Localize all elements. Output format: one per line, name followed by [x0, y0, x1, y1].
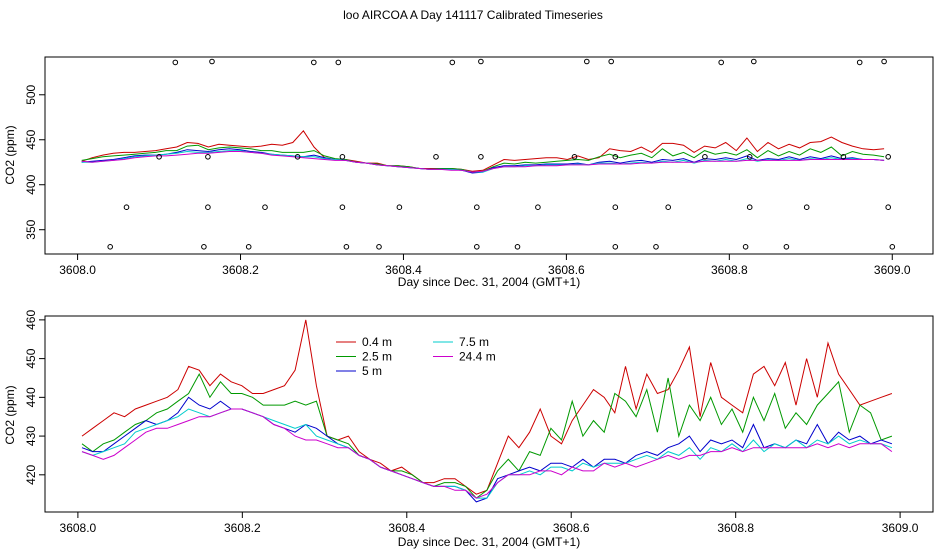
- bottom-x-tick-label: 3608.8: [717, 521, 754, 535]
- top-marker-point: [123, 204, 130, 210]
- bottom-panel: 3608.0 3608.2 3608.4 3608.6 3608.8 3609.0 420…: [3, 310, 934, 549]
- bottom-x-axis-label: Day since Dec. 31, 2004 (GMT+1): [398, 535, 580, 549]
- top-marker-point: [612, 204, 619, 210]
- legend-label: 7.5 m: [459, 335, 489, 349]
- chart-title: loo AIRCOA A Day 141117 Calibrated Times…: [343, 8, 603, 22]
- top-x-tick-label: 3608.0: [59, 263, 96, 277]
- top-marker-point: [885, 204, 892, 210]
- top-marker-point: [612, 244, 619, 250]
- bottom-series-line-1: [81, 372, 893, 499]
- top-marker-point: [881, 58, 887, 65]
- top-marker-point: [474, 244, 480, 250]
- top-marker-point: [107, 244, 113, 250]
- top-marker-point: [746, 204, 753, 210]
- bottom-x-tick-label: 3608.4: [388, 521, 425, 535]
- top-marker-point: [335, 59, 342, 66]
- top-marker-point: [339, 204, 346, 210]
- bottom-y-tick-label: 460: [24, 310, 38, 330]
- bottom-x-tick-label: 3609.0: [882, 521, 919, 535]
- top-marker-point: [718, 59, 725, 66]
- bottom-series-group: [81, 319, 893, 503]
- top-marker-point: [514, 244, 521, 250]
- top-marker-point: [702, 154, 708, 160]
- top-marker-point: [478, 154, 484, 160]
- legend-label: 24.4 m: [459, 350, 496, 364]
- bottom-plot-frame: [44, 315, 934, 513]
- top-marker-point: [201, 244, 207, 250]
- top-marker-point: [803, 204, 810, 210]
- top-marker-point: [311, 59, 317, 66]
- bottom-x-axis: 3608.0 3608.2 3608.4 3608.6 3608.8 3609.0: [60, 512, 919, 535]
- top-marker-point: [376, 244, 382, 250]
- bottom-x-tick-label: 3608.0: [60, 521, 97, 535]
- bottom-series-line-4: [81, 408, 893, 499]
- top-marker-point: [746, 154, 753, 160]
- top-y-tick-label: 450: [24, 129, 38, 149]
- top-marker-point: [205, 204, 211, 210]
- top-plot-frame: [44, 56, 934, 255]
- top-marker-point: [535, 204, 541, 210]
- bottom-x-tick-label: 3608.6: [553, 521, 590, 535]
- top-x-tick-label: 3608.4: [385, 263, 422, 277]
- top-x-tick-label: 3608.2: [222, 263, 259, 277]
- top-series-line-0: [81, 129, 885, 172]
- legend-label: 5 m: [362, 364, 382, 378]
- top-marker-point: [262, 204, 268, 210]
- top-marker-point: [339, 154, 346, 160]
- top-marker-point: [653, 244, 659, 250]
- bottom-y-axis-label: CO2 (ppm): [3, 385, 17, 444]
- top-marker-point: [205, 154, 211, 160]
- top-y-axis-label: CO2 (ppm): [3, 125, 17, 184]
- top-marker-point: [665, 204, 672, 210]
- bottom-y-tick-label: 420: [24, 464, 38, 484]
- top-marker-point: [396, 204, 403, 210]
- top-marker-point: [474, 204, 480, 210]
- bottom-y-tick-label: 440: [24, 387, 38, 407]
- top-series-group: [81, 129, 885, 174]
- bottom-series-line-2: [81, 396, 893, 503]
- top-markers-group: [107, 58, 896, 250]
- top-x-axis: 3608.0 3608.2 3608.4 3608.6 3608.8 3609.0: [59, 254, 911, 277]
- top-x-tick-label: 3608.6: [548, 263, 585, 277]
- top-y-axis: 350 400 450 500: [24, 84, 45, 240]
- bottom-y-axis: 420 430 440 450 460: [24, 310, 45, 485]
- top-marker-point: [742, 244, 749, 250]
- top-y-tick-label: 400: [24, 174, 38, 194]
- top-marker-point: [783, 244, 790, 250]
- legend: 0.4 m2.5 m5 m 7.5 m24.4 m: [336, 335, 496, 378]
- top-marker-point: [612, 154, 619, 160]
- top-y-tick-label: 500: [24, 84, 38, 104]
- top-marker-point: [433, 154, 439, 160]
- top-marker-point: [889, 244, 896, 250]
- top-marker-point: [156, 154, 162, 160]
- top-marker-point: [172, 59, 179, 66]
- top-marker-point: [478, 58, 484, 65]
- top-marker-point: [245, 244, 252, 250]
- top-x-axis-label: Day since Dec. 31, 2004 (GMT+1): [398, 275, 580, 289]
- top-marker-point: [343, 244, 350, 250]
- top-marker-point: [294, 154, 301, 160]
- bottom-y-tick-label: 430: [24, 426, 38, 446]
- bottom-y-tick-label: 450: [24, 348, 38, 368]
- top-marker-point: [885, 154, 892, 160]
- top-x-tick-label: 3608.8: [711, 263, 748, 277]
- top-marker-point: [584, 58, 590, 65]
- bottom-series-line-3: [81, 408, 893, 499]
- top-marker-point: [608, 58, 615, 65]
- top-marker-point: [449, 59, 456, 66]
- top-marker-point: [209, 58, 215, 65]
- top-y-tick-label: 350: [24, 219, 38, 239]
- bottom-x-tick-label: 3608.2: [224, 521, 261, 535]
- legend-label: 2.5 m: [362, 350, 392, 364]
- top-panel: 3608.0 3608.2 3608.4 3608.6 3608.8 3609.0 350…: [3, 56, 934, 289]
- top-marker-point: [840, 154, 847, 160]
- legend-label: 0.4 m: [362, 335, 392, 349]
- top-marker-point: [751, 58, 757, 65]
- top-marker-point: [856, 59, 863, 66]
- top-series-line-4: [81, 151, 885, 173]
- top-x-tick-label: 3609.0: [874, 263, 911, 277]
- top-marker-point: [571, 154, 578, 160]
